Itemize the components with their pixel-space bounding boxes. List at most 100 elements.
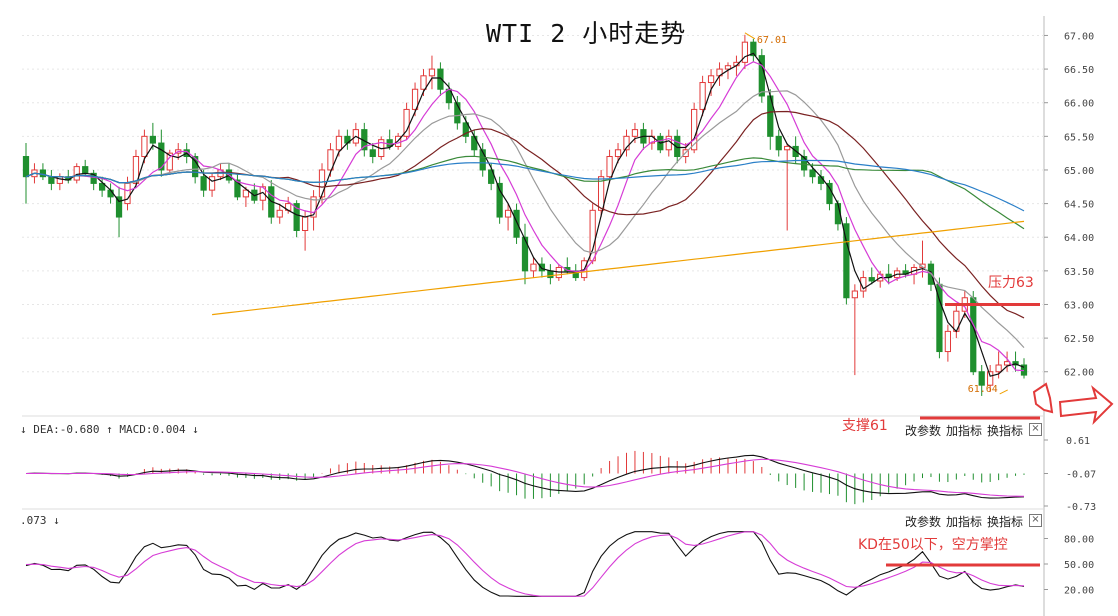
candle-body: [428, 68, 436, 77]
candle-body: [22, 156, 30, 178]
candle-body: [987, 371, 994, 386]
candle-body: [124, 182, 131, 205]
candle-body: [800, 156, 808, 171]
macd-tick-label: -0.73: [1066, 502, 1096, 513]
candle-body: [335, 135, 343, 151]
ma-line-magenta: [25, 61, 1025, 372]
modify-params-button[interactable]: 改参数: [905, 424, 942, 438]
candle-body: [454, 102, 461, 124]
candle-body: [149, 135, 156, 144]
macd-pane: 0.61 -0.07 -0.73: [25, 436, 1096, 513]
candle-body: [597, 176, 605, 211]
kd-tick-label: 50.00: [1064, 560, 1094, 571]
candle-body: [606, 156, 613, 178]
candle-body: [420, 75, 427, 90]
candle-body: [488, 169, 495, 184]
candle-body: [496, 182, 503, 218]
close-pane-button-kd[interactable]: ×: [1029, 514, 1042, 527]
macd-dif-line: [25, 454, 1025, 499]
candle-body: [978, 371, 985, 386]
kd-note-label: KD在50以下，空方掌控: [858, 537, 1008, 553]
right-arrow-icon: [1058, 385, 1114, 426]
candle-body: [82, 166, 89, 174]
price-tick-label: 63.50: [1064, 267, 1094, 278]
candle-body: [293, 203, 300, 231]
candle-body: [403, 108, 410, 137]
kd-legend: .073 ↓: [20, 514, 60, 527]
add-indicator-button-kd[interactable]: 加指标: [946, 515, 983, 529]
candle-body: [843, 223, 850, 299]
candle-body: [521, 236, 529, 272]
candle-body: [809, 169, 816, 178]
candle-body: [479, 149, 486, 171]
candle-body: [775, 135, 782, 151]
annotation-layer: [886, 302, 1114, 567]
candle-body: [301, 216, 309, 231]
candle-body: [192, 156, 199, 178]
candle-body: [530, 263, 537, 272]
high-label: 67.01: [757, 35, 787, 46]
candle-body: [369, 149, 376, 158]
macd-dea-line: [25, 458, 1025, 497]
candle-body: [411, 88, 419, 110]
candle-body: [547, 270, 554, 279]
price-tick-label: 65.50: [1064, 132, 1094, 143]
candle-body: [614, 149, 622, 158]
macd-tick-label: -0.07: [1066, 469, 1096, 480]
switch-indicator-button-kd[interactable]: 换指标: [987, 515, 1024, 529]
kd-d-line: [25, 531, 1025, 597]
price-tick-label: 67.00: [1064, 31, 1094, 42]
candle-body: [56, 176, 63, 184]
candle-body: [631, 129, 639, 137]
candle-body: [276, 209, 283, 218]
candle-body: [73, 166, 80, 181]
candle-body: [242, 189, 250, 198]
price-tick-label: 64.00: [1064, 233, 1094, 244]
ma-line-green: [25, 155, 1025, 230]
close-pane-button[interactable]: ×: [1029, 423, 1042, 436]
resistance-label: 压力63: [988, 275, 1034, 291]
candle-body: [98, 182, 106, 191]
candle-body: [513, 209, 520, 238]
candle-body: [724, 65, 732, 70]
candle-body: [826, 182, 833, 205]
candle-body: [208, 176, 216, 191]
chart-title: WTI 2 小时走势: [486, 19, 687, 48]
ma-line-gray: [25, 90, 1025, 349]
candle-body: [90, 172, 97, 184]
candle-body: [462, 122, 469, 137]
modify-params-button-kd[interactable]: 改参数: [905, 515, 942, 529]
candle-body: [166, 152, 173, 171]
candle-body: [851, 290, 858, 299]
candle-body: [200, 176, 207, 191]
candle-body: [699, 82, 706, 110]
price-tick-label: 62.50: [1064, 334, 1094, 345]
down-arrow-icon: [1032, 382, 1054, 414]
candle-body: [1003, 361, 1011, 366]
price-tick-label: 64.50: [1064, 200, 1094, 211]
support-label: 支撑61: [842, 418, 888, 434]
add-indicator-button[interactable]: 加指标: [946, 424, 983, 438]
low-label: 61.64: [968, 384, 998, 395]
kd-tick-label: 80.00: [1064, 535, 1094, 546]
price-tick-label: 66.00: [1064, 99, 1094, 110]
candle-body: [504, 209, 512, 218]
candle-body: [158, 142, 165, 171]
candle-body: [674, 135, 681, 158]
candle-body: [234, 179, 241, 198]
kd-pane: 80.00 50.00 20.00: [25, 531, 1094, 597]
candle-body: [707, 75, 715, 84]
candle-body: [115, 196, 123, 218]
switch-indicator-button[interactable]: 换指标: [987, 424, 1024, 438]
candle-body: [327, 149, 334, 171]
ma-line-black: [25, 52, 1025, 377]
candle-body: [995, 364, 1002, 373]
ma-line-orange: [212, 220, 1025, 316]
macd-legend: ↓ DEA:-0.680 ↑ MACD:0.004 ↓: [20, 423, 199, 436]
candle-body: [310, 196, 317, 218]
candle-body: [944, 330, 952, 353]
macd-tick-label: 0.61: [1066, 436, 1090, 447]
candle-body: [132, 156, 140, 184]
